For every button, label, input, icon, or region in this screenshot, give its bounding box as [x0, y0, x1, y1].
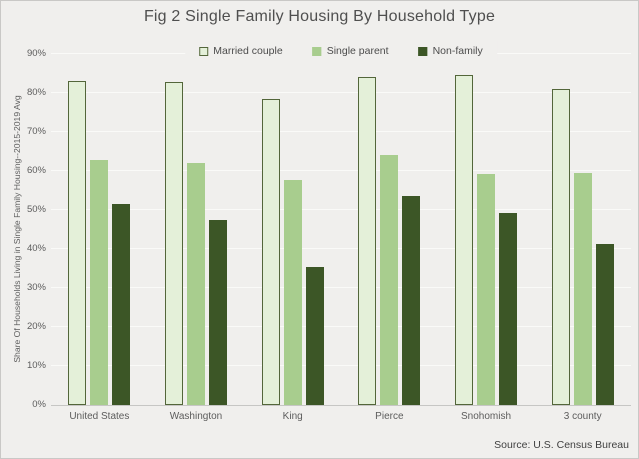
bar-non-family-pierce [402, 195, 421, 405]
bar-married-couple-snohomish [455, 75, 474, 405]
bar-group-king [244, 54, 341, 405]
y-tick-label-90: 90% [26, 48, 46, 59]
bar-single-parent-washington [187, 162, 205, 405]
x-label-united-states: United States [69, 411, 130, 422]
gridline-50 [51, 209, 631, 210]
bar-single-parent-pierce [380, 155, 399, 405]
gridline-30 [51, 287, 631, 288]
bar-married-couple-washington [165, 82, 183, 405]
y-tick-label-0: 0% [32, 399, 46, 410]
gridline-40 [51, 248, 631, 250]
bar-non-family-united-states [112, 203, 131, 405]
legend-swatch-icon [312, 46, 322, 56]
plot-area: Married couple Single parent Non-family Un… [51, 41, 631, 422]
bar-married-couple-united-states [68, 81, 87, 405]
x-axis-labels: United States Washington King Pierce Snohomi… [51, 411, 631, 422]
x-label-king: King [282, 411, 303, 422]
gridline-80 [51, 92, 631, 94]
bar-single-parent-3-county [573, 172, 592, 405]
y-tick-label-10: 10% [26, 360, 46, 371]
y-tick-label-80: 80% [26, 87, 46, 98]
bar-married-couple-3-county [551, 89, 570, 405]
gridline-70 [51, 131, 631, 132]
bar-group-snohomish [438, 54, 535, 405]
gridline-60 [51, 170, 631, 171]
legend: Married couple Single parent Non-family [185, 41, 497, 61]
y-tick-label-40: 40% [26, 243, 46, 254]
bar-group-pierce [341, 54, 438, 405]
chart-title: Fig 2 Single Family Housing By Household… [143, 8, 496, 25]
y-tick-label-60: 60% [26, 165, 46, 176]
y-tick-label-50: 50% [26, 204, 46, 215]
legend-label: Single parent [326, 45, 389, 57]
bar-single-parent-snohomish [477, 174, 496, 405]
bar-groups [51, 54, 631, 405]
y-tick-label-70: 70% [26, 126, 46, 137]
x-label-3-county: 3 county [563, 411, 602, 422]
legend-label: Married couple [213, 45, 283, 57]
legend-swatch-icon [418, 46, 428, 56]
bar-single-parent-united-states [90, 160, 109, 405]
legend-swatch-icon [199, 46, 209, 56]
legend-item-non-family: Non-family [418, 45, 483, 57]
bar-single-parent-king [283, 180, 302, 405]
bar-group-3-county [534, 54, 631, 405]
bar-non-family-3-county [595, 244, 614, 405]
bar-group-united-states [51, 54, 148, 405]
x-label-pierce: Pierce [375, 411, 404, 422]
bar-married-couple-king [261, 99, 280, 405]
source-text: Source: U.S. Census Bureau [494, 439, 629, 451]
bar-group-washington [148, 54, 245, 405]
legend-item-single-parent: Single parent [312, 45, 389, 57]
legend-item-married-couple: Married couple [199, 45, 283, 57]
bar-married-couple-pierce [358, 76, 377, 405]
bar-non-family-snohomish [499, 212, 518, 405]
gridline-10 [51, 365, 631, 367]
x-label-snohomish: Snohomish [461, 411, 512, 422]
y-tick-label-20: 20% [26, 321, 46, 332]
gridline-20 [51, 326, 631, 328]
legend-label: Non-family [432, 45, 483, 57]
y-tick-label-30: 30% [26, 282, 46, 293]
bar-non-family-king [305, 266, 324, 405]
x-label-washington: Washington [169, 411, 223, 422]
bar-non-family-washington [209, 219, 227, 405]
